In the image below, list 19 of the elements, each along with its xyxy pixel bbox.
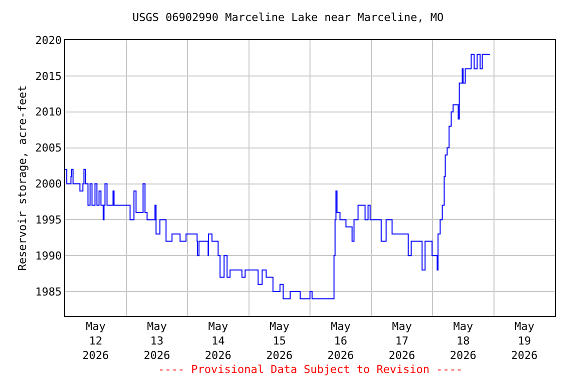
y-tick-label: 1985 [35, 285, 62, 298]
y-tick-label: 2005 [35, 142, 62, 155]
x-tick-label: May 14 2026 [204, 320, 232, 362]
x-tick-label: May 16 2026 [327, 320, 354, 362]
y-tick-label: 2000 [35, 178, 62, 191]
y-tick-label: 2010 [35, 106, 62, 119]
y-tick-label: 2015 [35, 70, 62, 83]
y-tick-label: 2020 [35, 34, 62, 47]
chart-title: USGS 06902990 Marceline Lake near Marceline, MO [132, 11, 444, 24]
x-tick-label: May 18 2026 [450, 320, 476, 362]
y-tick-label: 1995 [35, 214, 62, 227]
x-tick-label: May 19 2026 [511, 320, 538, 362]
y-tick-label: 1990 [35, 249, 62, 262]
text: ---- Provisional Data Subject to Revision ---- [158, 363, 463, 376]
x-tick-label: May 15 2026 [266, 320, 293, 362]
x-tick-label: May 13 2026 [144, 320, 170, 362]
x-tick-label: May 12 2026 [82, 320, 109, 362]
x-tick-label: May 17 2026 [388, 320, 416, 362]
y-axis-title: Reservoir storage, acre-feet [16, 85, 29, 271]
